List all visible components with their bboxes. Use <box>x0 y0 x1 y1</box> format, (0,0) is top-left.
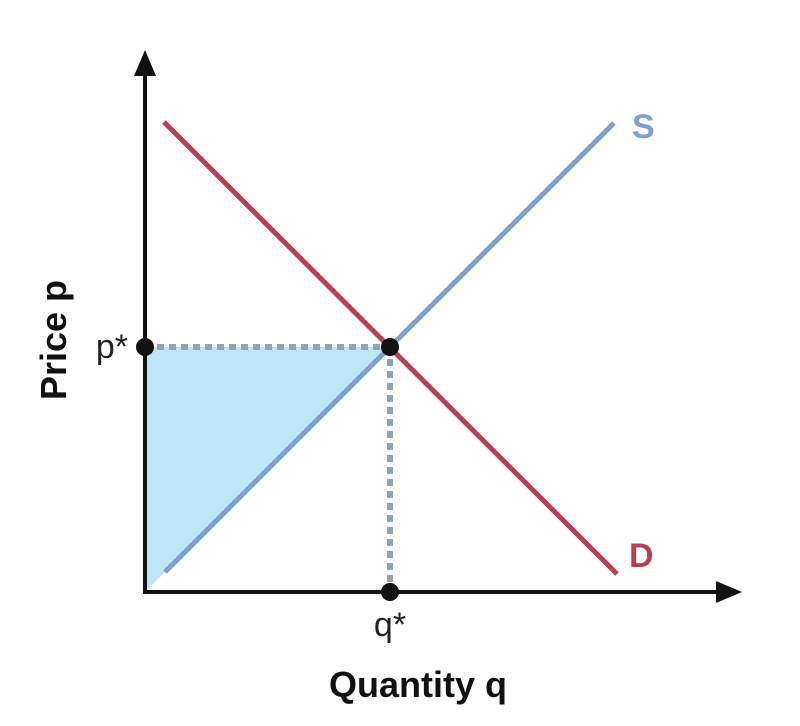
equilibrium-point <box>381 338 399 356</box>
equilibrium-quantity-label: q* <box>374 606 406 644</box>
y-axis-title: Price p <box>33 280 74 400</box>
quantity-axis-point <box>381 583 399 601</box>
x-axis-title: Quantity q <box>329 664 507 705</box>
supply-label: S <box>632 108 655 146</box>
demand-label: D <box>629 537 654 575</box>
y-axis-arrow <box>134 50 156 76</box>
x-axis-arrow <box>716 581 742 603</box>
equilibrium-price-label: p* <box>96 328 128 366</box>
price-axis-point <box>136 338 154 356</box>
